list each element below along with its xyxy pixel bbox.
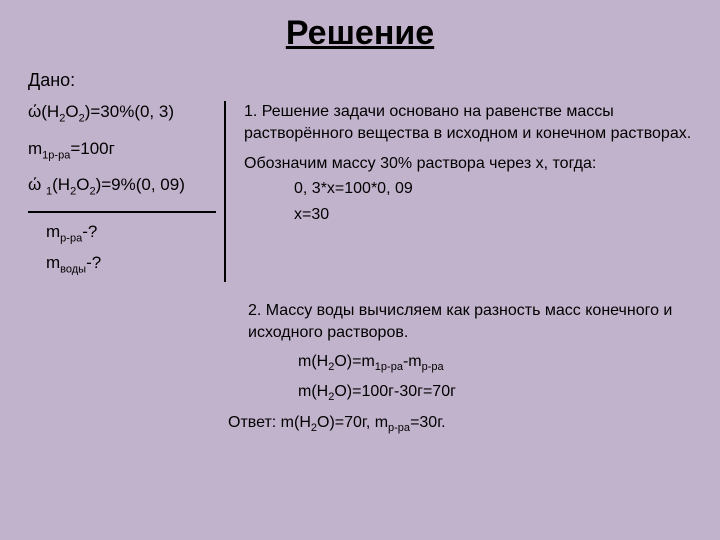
- txt: -?: [82, 222, 97, 241]
- formula-1: m(H2O)=m1р-ра-mр-ра: [28, 353, 692, 373]
- txt: O)=70г, m: [317, 414, 388, 431]
- given-line-2: m1р-ра=100г: [28, 138, 216, 163]
- solution-step-2c: x=30: [244, 204, 692, 226]
- txt: =100г: [70, 139, 115, 158]
- solution-step-2b: 0, 3*x=100*0, 09: [244, 179, 692, 200]
- txt: -m: [403, 353, 422, 370]
- txt: )=9%(0, 09): [96, 175, 185, 194]
- txt: m: [46, 222, 60, 241]
- sub: р-ра: [422, 361, 444, 373]
- txt: ώ: [28, 175, 46, 194]
- solution-column: 1. Решение задачи основано на равенстве …: [226, 101, 692, 282]
- txt: -?: [86, 253, 101, 272]
- txt: m(H: [298, 383, 328, 400]
- txt: ώ(H: [28, 102, 59, 121]
- formula-2: m(H2O)=100г-30г=70г: [28, 383, 692, 403]
- bottom-solution: 2. Массу воды вычисляем как разность мас…: [28, 300, 692, 434]
- txt: m(H: [298, 353, 328, 370]
- sub: 1р-ра: [375, 361, 403, 373]
- sub: р-ра: [60, 232, 82, 244]
- txt: )=30%(0, 3): [85, 102, 174, 121]
- txt: O)=100г-30г=70г: [334, 383, 456, 400]
- two-column-layout: ώ(H2O2)=30%(0, 3) m1р-ра=100г ώ 1(H2O2)=…: [28, 101, 692, 282]
- given-line-3: ώ 1(H2O2)=9%(0, 09): [28, 174, 216, 199]
- solution-step-1: 1. Решение задачи основано на равенстве …: [244, 101, 692, 144]
- solution-step-3: 2. Массу воды вычисляем как разность мас…: [28, 300, 692, 343]
- txt: =30г.: [410, 414, 445, 431]
- answer-line: Ответ: m(H2O)=70г, mр-ра=30г.: [28, 414, 692, 434]
- txt: m: [28, 139, 42, 158]
- txt: O: [76, 175, 89, 194]
- question-2: mводы-?: [28, 252, 216, 277]
- txt: m: [46, 253, 60, 272]
- txt: Ответ: m(H: [228, 414, 311, 431]
- given-label: Дано:: [28, 70, 692, 91]
- txt: (H: [52, 175, 70, 194]
- given-column: ώ(H2O2)=30%(0, 3) m1р-ра=100г ώ 1(H2O2)=…: [28, 101, 226, 282]
- solution-step-2a: Обозначим массу 30% раствора через x, то…: [244, 154, 692, 175]
- page-title: Решение: [0, 0, 720, 53]
- given-separator: [28, 211, 216, 213]
- txt: O: [65, 102, 78, 121]
- sub: р-ра: [388, 422, 410, 434]
- txt: O)=m: [334, 353, 374, 370]
- sub: воды: [60, 263, 86, 275]
- content-area: Дано: ώ(H2O2)=30%(0, 3) m1р-ра=100г ώ 1(…: [28, 70, 692, 282]
- sub: 1р-ра: [42, 149, 70, 161]
- given-line-1: ώ(H2O2)=30%(0, 3): [28, 101, 216, 126]
- question-1: mр-ра-?: [28, 221, 216, 246]
